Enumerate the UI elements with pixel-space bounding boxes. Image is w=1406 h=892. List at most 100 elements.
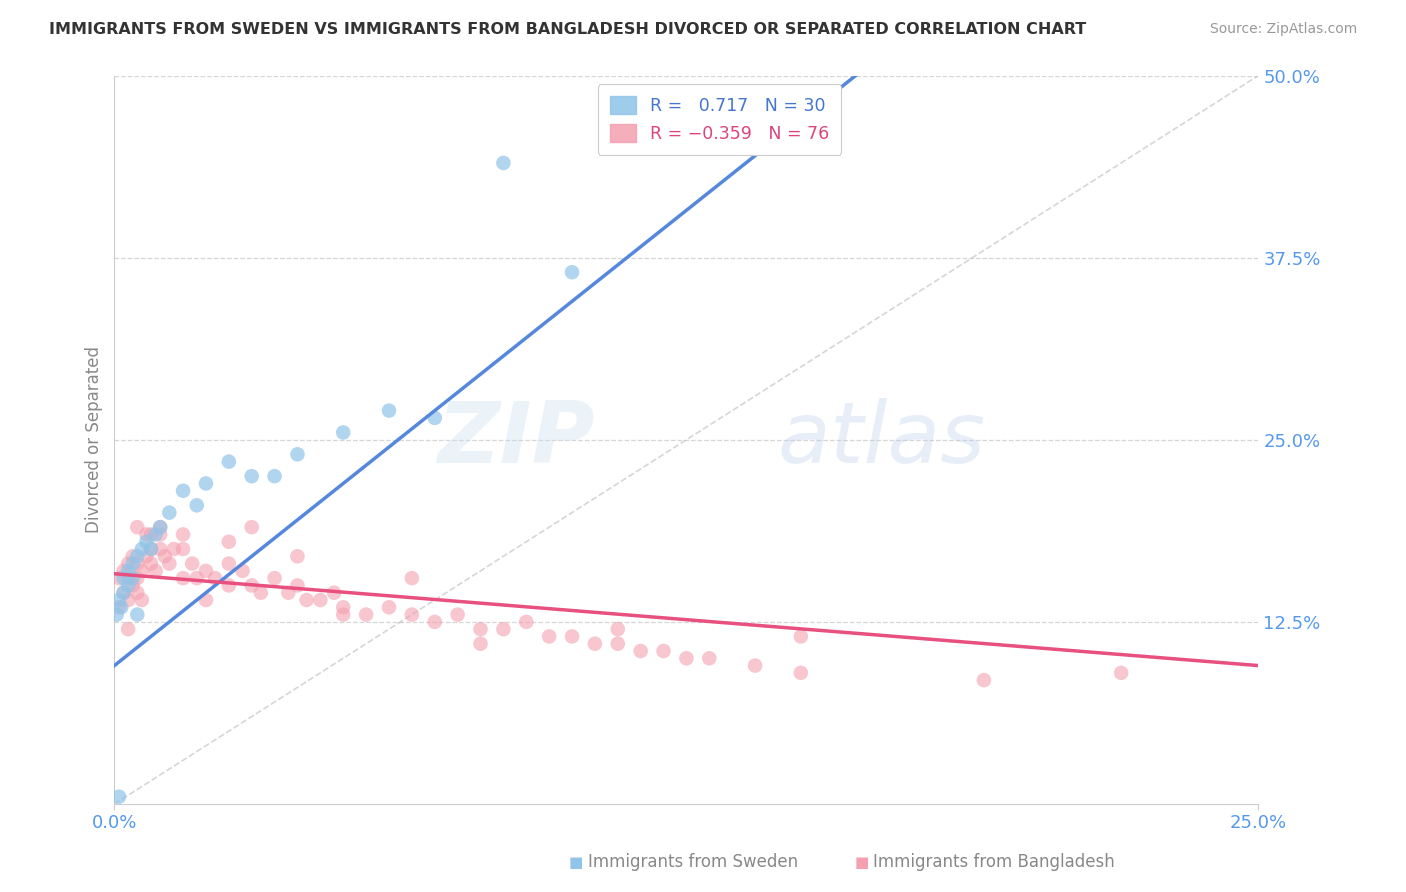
Point — [149, 520, 172, 534]
Point — [606, 622, 628, 636]
Point — [186, 571, 208, 585]
Point — [127, 557, 149, 571]
Point — [135, 527, 157, 541]
Point — [172, 571, 194, 585]
Point — [172, 541, 194, 556]
Text: Immigrants from Bangladesh: Immigrants from Bangladesh — [873, 853, 1115, 871]
Point — [790, 665, 813, 680]
Point — [105, 607, 128, 622]
Legend: R =   0.717   N = 30, R = −0.359   N = 76: R = 0.717 N = 30, R = −0.359 N = 76 — [598, 84, 841, 154]
Point — [112, 564, 135, 578]
Point — [163, 541, 186, 556]
Point — [121, 578, 143, 592]
Point — [561, 265, 583, 279]
Point — [250, 585, 273, 599]
Point — [112, 585, 135, 599]
Point — [232, 564, 254, 578]
Point — [697, 651, 720, 665]
Point — [240, 578, 263, 592]
Text: Source: ZipAtlas.com: Source: ZipAtlas.com — [1209, 22, 1357, 37]
Point — [354, 607, 377, 622]
Point — [186, 498, 208, 512]
Point — [135, 534, 157, 549]
Point — [470, 622, 492, 636]
Text: atlas: atlas — [778, 398, 986, 482]
Point — [131, 564, 153, 578]
Point — [139, 557, 162, 571]
Point — [117, 593, 139, 607]
Point — [172, 527, 194, 541]
Point — [149, 527, 172, 541]
Point — [287, 447, 309, 461]
Point — [561, 629, 583, 643]
Text: IMMIGRANTS FROM SWEDEN VS IMMIGRANTS FROM BANGLADESH DIVORCED OR SEPARATED CORRE: IMMIGRANTS FROM SWEDEN VS IMMIGRANTS FRO… — [49, 22, 1087, 37]
Point — [172, 483, 194, 498]
Point — [218, 454, 240, 468]
Point — [515, 615, 537, 629]
Text: ■: ■ — [855, 855, 869, 870]
Point — [121, 549, 143, 564]
Point — [287, 549, 309, 564]
Point — [127, 607, 149, 622]
Point — [127, 571, 149, 585]
Point — [121, 571, 143, 585]
Point — [492, 156, 515, 170]
Point — [652, 644, 675, 658]
Point — [744, 658, 766, 673]
Point — [194, 593, 217, 607]
Point — [492, 622, 515, 636]
Text: Immigrants from Sweden: Immigrants from Sweden — [588, 853, 797, 871]
Point — [127, 585, 149, 599]
Point — [131, 541, 153, 556]
Point — [538, 629, 561, 643]
Point — [145, 527, 167, 541]
Point — [149, 541, 172, 556]
Point — [108, 600, 131, 615]
Point — [973, 673, 995, 687]
Point — [606, 637, 628, 651]
Point — [583, 637, 606, 651]
Point — [218, 557, 240, 571]
Point — [332, 600, 354, 615]
Point — [110, 600, 132, 615]
Point — [108, 571, 131, 585]
Point — [139, 541, 162, 556]
Point — [240, 469, 263, 483]
Point — [401, 607, 423, 622]
Point — [153, 549, 176, 564]
Point — [139, 541, 162, 556]
Point — [675, 651, 697, 665]
Point — [287, 578, 309, 592]
Point — [117, 564, 139, 578]
Point — [117, 571, 139, 585]
Point — [117, 578, 139, 592]
Point — [218, 534, 240, 549]
Y-axis label: Divorced or Separated: Divorced or Separated — [86, 346, 103, 533]
Point — [630, 644, 652, 658]
Point — [117, 622, 139, 636]
Text: ZIP: ZIP — [437, 398, 595, 482]
Point — [423, 615, 446, 629]
Point — [139, 527, 162, 541]
Point — [263, 469, 285, 483]
Point — [240, 520, 263, 534]
Point — [332, 607, 354, 622]
Point — [157, 506, 180, 520]
Point — [446, 607, 468, 622]
Point — [470, 637, 492, 651]
Point — [277, 585, 299, 599]
Point — [323, 585, 346, 599]
Point — [149, 520, 172, 534]
Point — [423, 410, 446, 425]
Point — [145, 564, 167, 578]
Point — [112, 571, 135, 585]
Point — [127, 549, 149, 564]
Point — [108, 789, 131, 804]
Text: ■: ■ — [569, 855, 583, 870]
Point — [1109, 665, 1132, 680]
Point — [218, 578, 240, 592]
Point — [378, 403, 401, 417]
Point — [194, 476, 217, 491]
Point — [378, 600, 401, 615]
Point — [108, 593, 131, 607]
